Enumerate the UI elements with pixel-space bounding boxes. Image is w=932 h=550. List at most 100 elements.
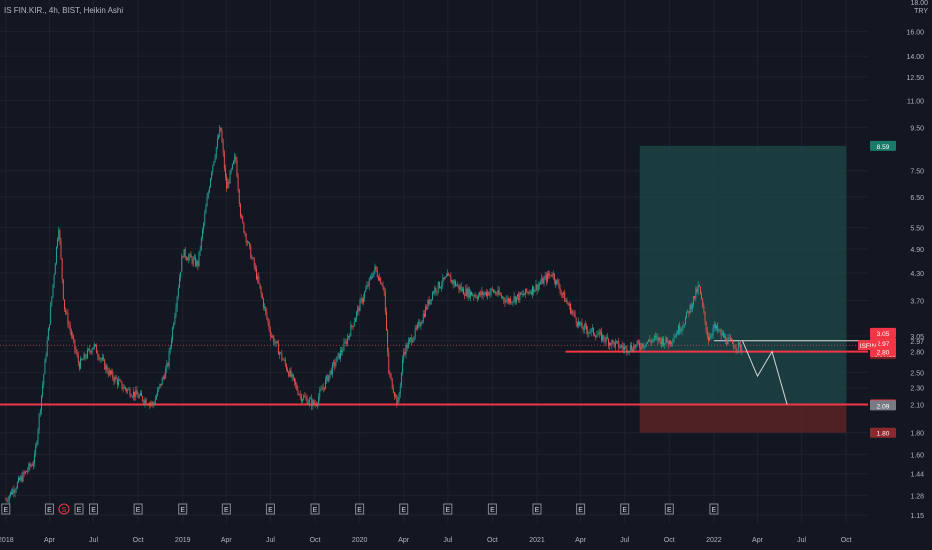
candle	[334, 362, 336, 366]
candle	[69, 325, 71, 331]
candle	[473, 295, 475, 297]
candle	[538, 284, 540, 286]
candle	[576, 323, 578, 326]
candle	[337, 353, 339, 357]
candle	[205, 206, 207, 214]
candle	[705, 321, 707, 331]
price-label-bg	[870, 400, 896, 411]
y-tick-label: 12.50	[906, 75, 924, 82]
earnings-marker	[265, 503, 275, 515]
candle	[227, 181, 229, 189]
candle	[524, 294, 525, 296]
candle	[259, 283, 261, 288]
candle	[75, 349, 77, 353]
candle	[494, 291, 496, 293]
candle	[694, 296, 696, 299]
candle	[5, 499, 7, 501]
candle	[590, 328, 592, 333]
candle	[272, 336, 274, 337]
y-tick-label: 14.00	[906, 54, 924, 61]
candle	[542, 278, 544, 284]
price-axis[interactable]: 16.00 14.00 12.50 11.00 9.50 7.50 6.50 5.50 4.90…	[906, 30, 924, 520]
earnings-marker-label: E	[313, 507, 318, 514]
candle	[319, 390, 321, 397]
candle	[739, 342, 740, 345]
candle	[650, 340, 652, 343]
candle	[463, 288, 464, 295]
candles	[5, 124, 743, 505]
candle	[363, 298, 364, 303]
candle	[251, 257, 253, 259]
candle	[618, 341, 620, 348]
candle	[269, 329, 271, 337]
candle	[306, 397, 308, 405]
candle	[27, 470, 29, 472]
earnings-marker-label: E	[401, 507, 406, 514]
candle	[510, 298, 512, 304]
candle	[678, 325, 680, 334]
candle	[177, 288, 179, 297]
candle	[283, 359, 285, 361]
candle	[741, 348, 743, 351]
candle	[294, 377, 295, 383]
candle	[159, 383, 161, 388]
candle	[233, 160, 234, 164]
candle	[130, 395, 132, 397]
candle	[60, 240, 62, 259]
candle	[128, 389, 130, 391]
candle	[89, 348, 91, 352]
candle	[88, 348, 90, 350]
candle	[124, 387, 126, 390]
y-tick-label: 9.50	[910, 125, 924, 132]
candle	[222, 141, 224, 153]
candle	[671, 342, 673, 344]
candle	[448, 273, 450, 275]
candle	[413, 336, 415, 341]
time-axis[interactable]: 2018 Apr Jul Oct 2019 Apr Jul Oct 2020 Apr Jul Oct 2…	[0, 537, 852, 544]
candle	[149, 403, 151, 406]
candle	[192, 258, 194, 264]
candle	[656, 336, 658, 338]
candle	[673, 337, 675, 342]
candle	[129, 389, 131, 396]
earnings-marker	[44, 503, 54, 515]
candle	[292, 374, 294, 378]
candle	[31, 465, 33, 467]
candle	[729, 338, 731, 340]
candle	[165, 368, 167, 379]
candle	[574, 312, 576, 318]
candle	[198, 251, 200, 266]
candle	[480, 292, 482, 296]
price-label-bg	[870, 346, 896, 357]
candle	[404, 351, 406, 355]
candle	[481, 291, 483, 296]
candle	[379, 277, 381, 281]
candle	[93, 344, 95, 348]
candle	[583, 324, 585, 331]
candle	[400, 372, 402, 386]
candle	[369, 276, 371, 279]
candle	[21, 476, 23, 482]
candle	[219, 127, 221, 137]
candle	[189, 254, 191, 257]
candle	[264, 306, 266, 308]
candle	[478, 295, 479, 299]
candle	[175, 307, 177, 316]
candle	[312, 400, 314, 407]
candle	[588, 332, 590, 334]
candle	[373, 270, 375, 277]
candle	[626, 346, 628, 353]
candle	[610, 342, 612, 346]
x-tick-label: Apr	[221, 537, 233, 544]
candle	[22, 472, 24, 482]
candle	[584, 324, 586, 326]
candle	[706, 330, 708, 337]
candle	[340, 350, 341, 359]
candle	[664, 343, 666, 346]
candle	[366, 285, 368, 289]
candle	[637, 341, 639, 344]
candle	[695, 289, 697, 299]
candle	[512, 301, 514, 303]
candle	[665, 337, 667, 344]
